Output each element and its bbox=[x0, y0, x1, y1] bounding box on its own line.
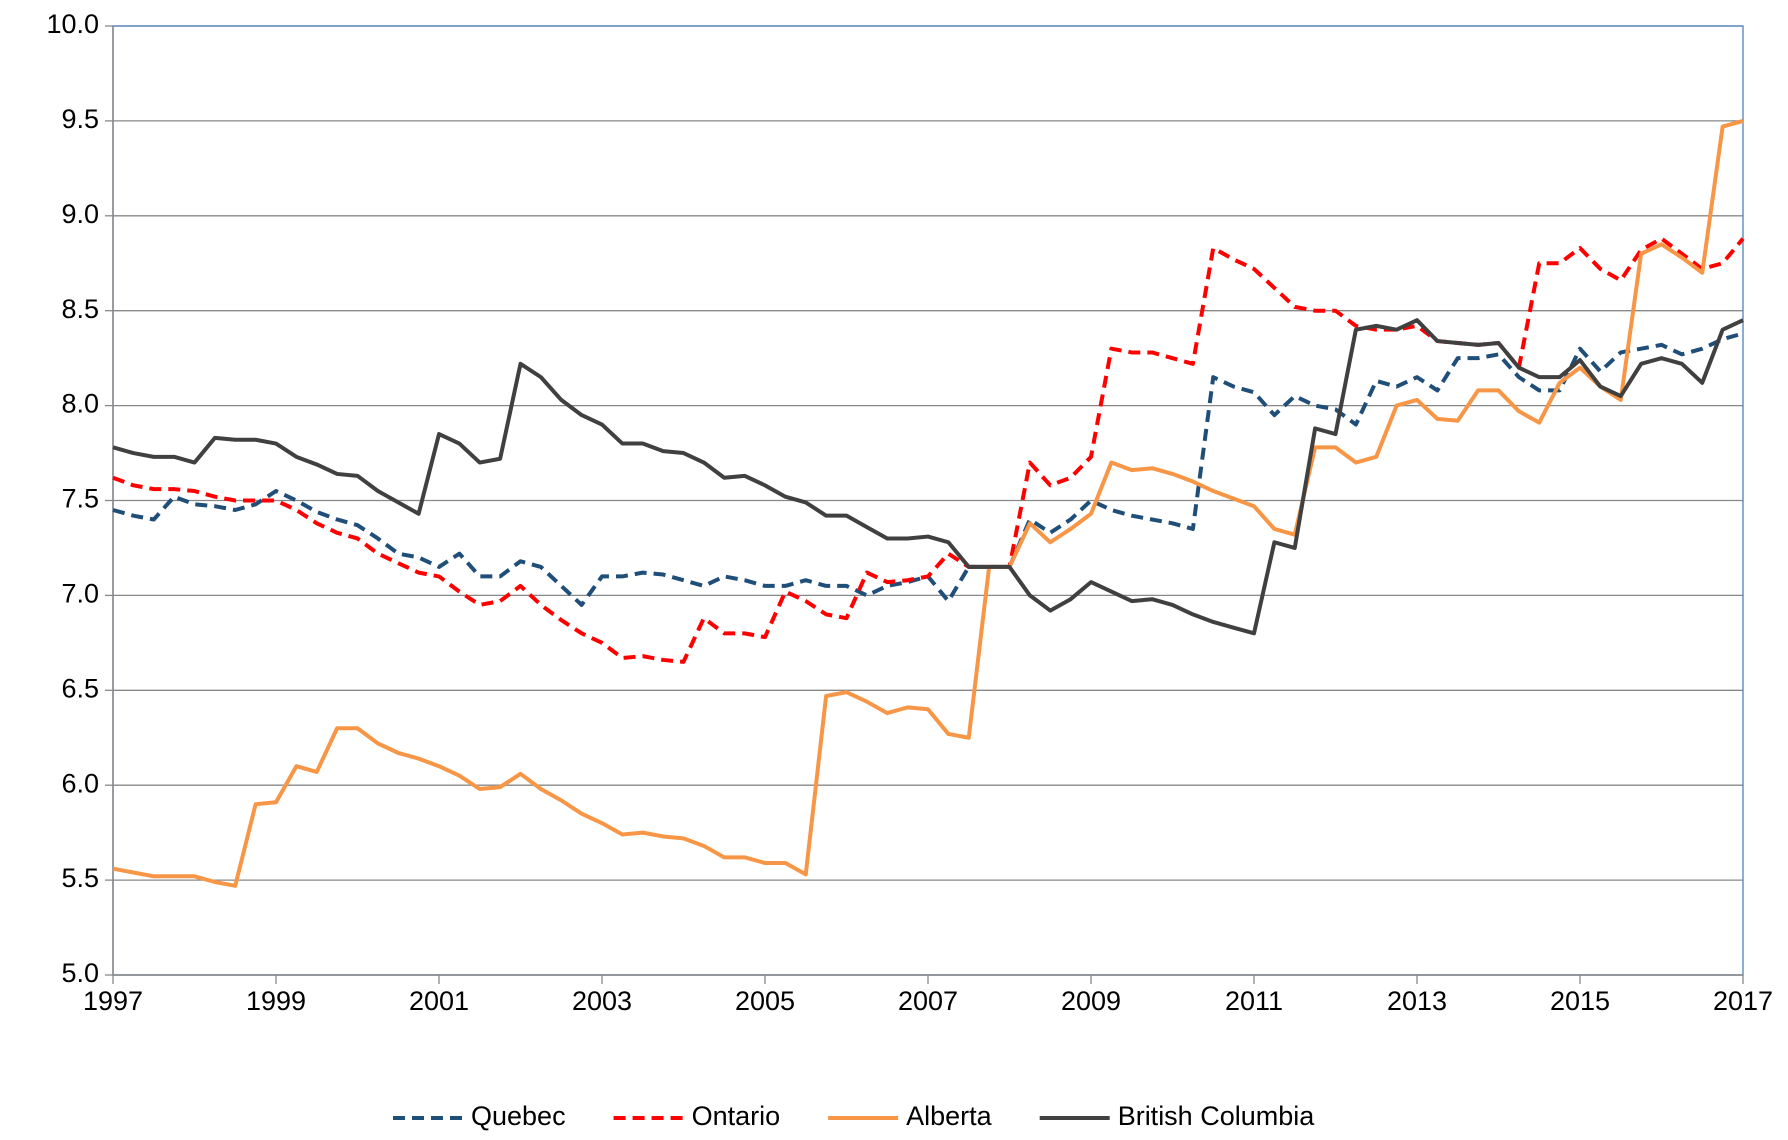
x-tick-label: 2013 bbox=[1387, 986, 1447, 1016]
x-tick-label: 1999 bbox=[246, 986, 306, 1016]
y-tick-label: 7.0 bbox=[61, 579, 99, 609]
legend-label: Alberta bbox=[906, 1101, 993, 1131]
x-tick-label: 2001 bbox=[409, 986, 469, 1016]
series-line bbox=[112, 118, 1744, 888]
y-tick-label: 6.5 bbox=[61, 673, 99, 703]
x-tick-label: 2005 bbox=[735, 986, 795, 1016]
x-tick-label: 2009 bbox=[1061, 986, 1121, 1016]
series-line bbox=[112, 318, 1744, 636]
y-tick-label: 8.0 bbox=[61, 389, 99, 419]
x-tick-label: 2003 bbox=[572, 986, 632, 1016]
y-tick-label: 10.0 bbox=[46, 9, 99, 39]
legend-label: Quebec bbox=[471, 1101, 566, 1131]
x-tick-label: 2017 bbox=[1713, 986, 1773, 1016]
y-tick-label: 7.5 bbox=[61, 484, 99, 514]
series-line bbox=[112, 236, 1745, 664]
x-tick-label: 1997 bbox=[83, 986, 143, 1016]
y-tick-label: 5.5 bbox=[61, 863, 99, 893]
y-tick-label: 8.5 bbox=[61, 294, 99, 324]
y-tick-label: 5.0 bbox=[61, 958, 99, 988]
x-tick-label: 2007 bbox=[898, 986, 958, 1016]
y-tick-label: 6.0 bbox=[61, 768, 99, 798]
y-tick-label: 9.5 bbox=[61, 104, 99, 134]
legend-label: Ontario bbox=[692, 1101, 781, 1131]
legend-label: British Columbia bbox=[1118, 1101, 1316, 1131]
x-tick-label: 2011 bbox=[1225, 986, 1283, 1016]
x-tick-label: 2015 bbox=[1550, 986, 1610, 1016]
y-tick-label: 9.0 bbox=[61, 199, 99, 229]
